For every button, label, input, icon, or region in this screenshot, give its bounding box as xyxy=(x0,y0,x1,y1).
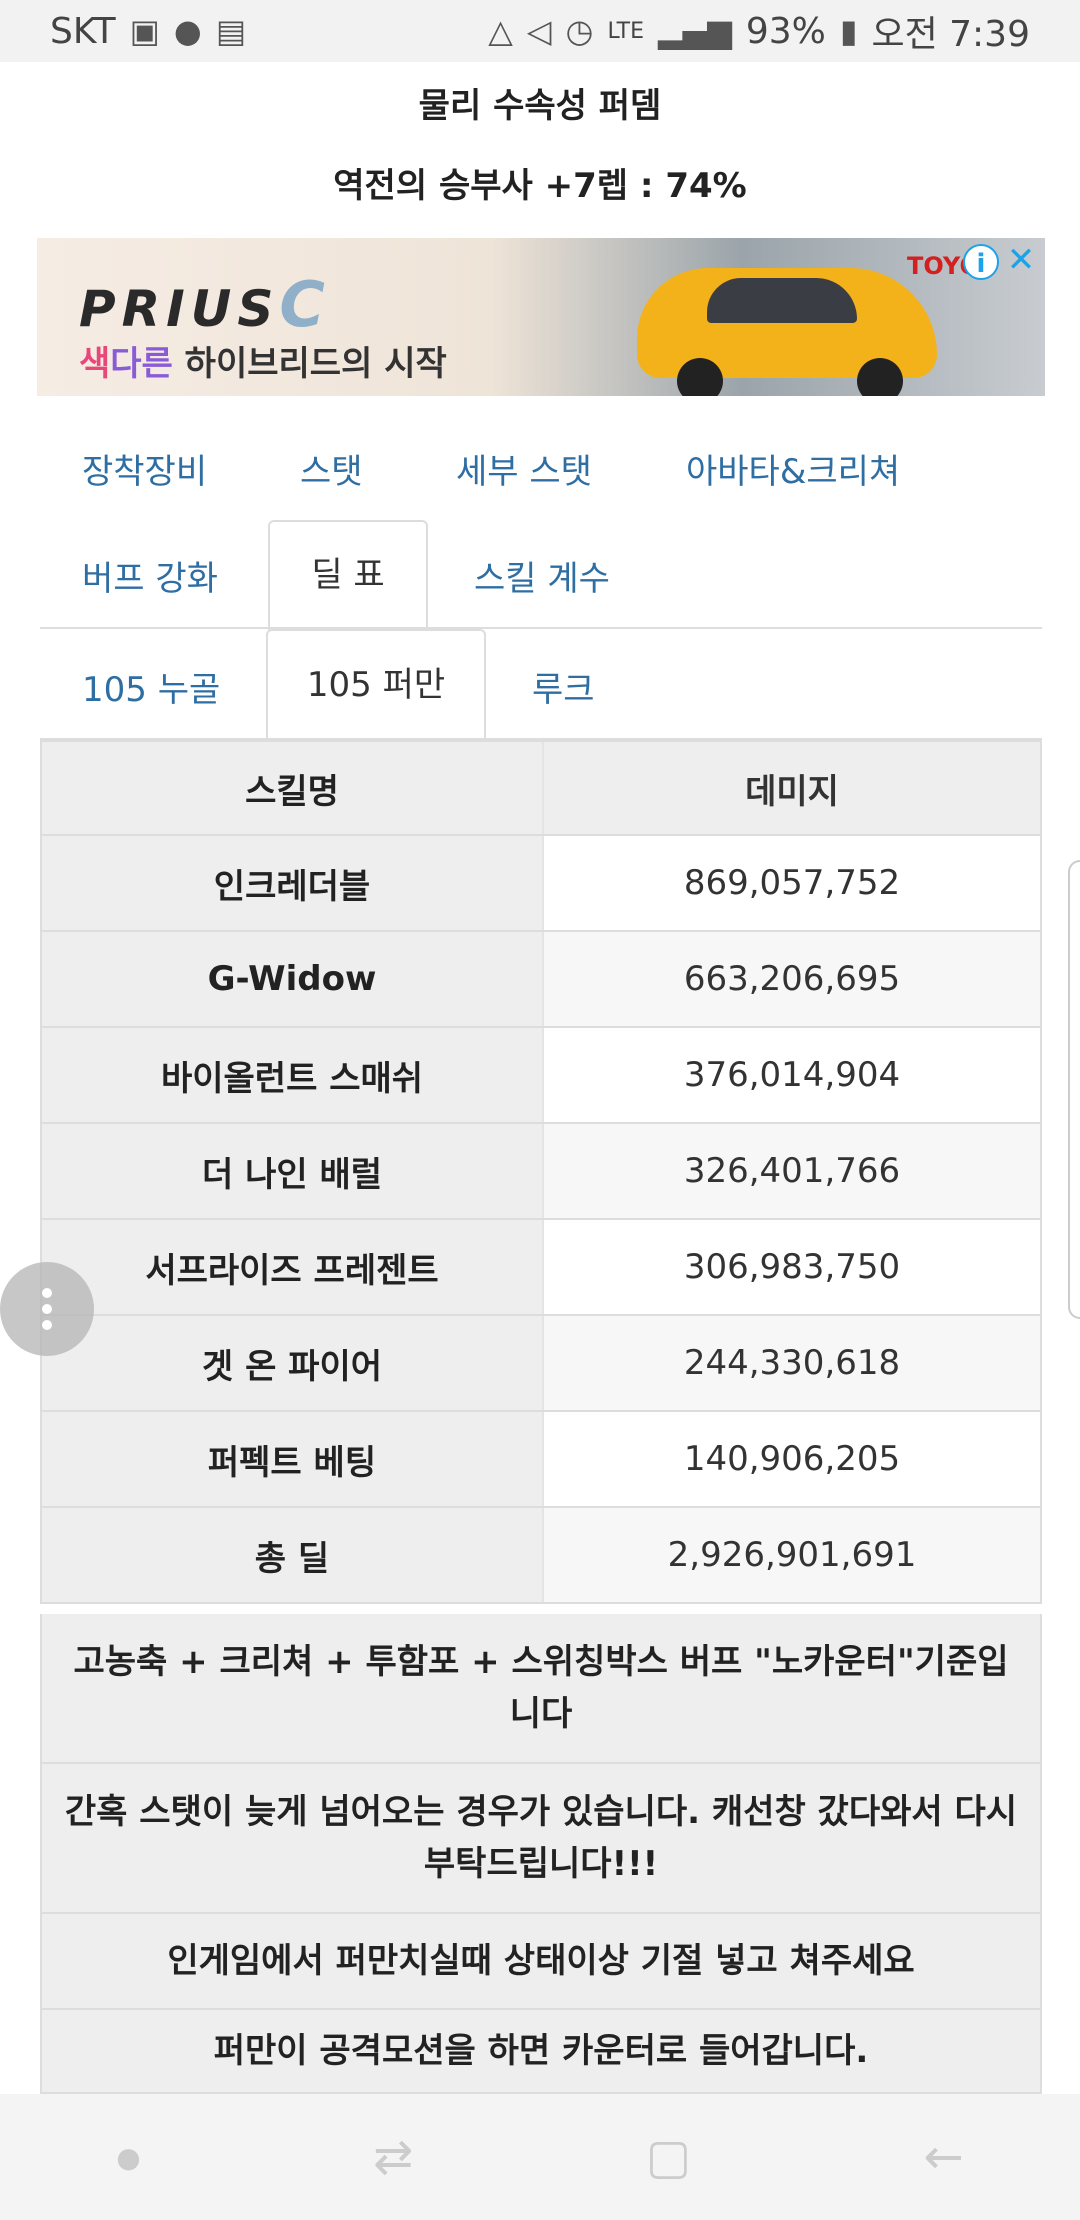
table-row: 더 나인 배럴 326,401,766 xyxy=(40,1124,1042,1220)
damage-table: 스킬명 데미지 인크레더블 869,057,752 G-Widow 663,20… xyxy=(40,740,1042,1604)
image-icon: ▣ xyxy=(129,12,160,50)
tab-luke[interactable]: 루크 xyxy=(532,670,595,710)
ad-tag-rest: 하이브리드의 시작 xyxy=(172,344,447,384)
table-row: 바이올런트 스매쉬 376,014,904 xyxy=(40,1028,1042,1124)
recent-apps-icon[interactable]: ⇄ xyxy=(373,2129,414,2185)
ad-car-image xyxy=(637,268,937,378)
ad-car-wheel xyxy=(677,358,723,396)
clock: 오전 7:39 xyxy=(871,14,1030,55)
note-stat-delay: 간혹 스탯이 늦게 넘어오는 경우가 있습니다. 캐선창 갔다와서 다시 부탁드… xyxy=(40,1764,1042,1914)
ad-car-wheel xyxy=(857,358,903,396)
character-subtitle: 역전의 승부사 +7렙 : 74% xyxy=(333,166,747,206)
ad-tag-purple: 다른 xyxy=(110,344,173,384)
menu-dot-icon xyxy=(42,1288,52,1298)
table-row-total: 총 딜 2,926,901,691 xyxy=(40,1508,1042,1604)
mute-icon: ◁ xyxy=(526,12,552,50)
note-stun-tip: 인게임에서 퍼만치실때 상태이상 기절 넣고 쳐주세요 xyxy=(40,1914,1042,2010)
alarm-icon: ◷ xyxy=(565,12,594,50)
battery-icon: ▮ xyxy=(839,12,858,50)
status-bar: SKT ▣ ● ▤ △ ◁ ◷ LTE ▂▄▆ 93% ▮ 오전 7:39 xyxy=(0,0,1080,62)
ad-close-icon[interactable]: ✕ xyxy=(1006,240,1036,280)
navigation-bar: ● ⇄ ▢ ← xyxy=(0,2094,1080,2220)
tab-105-nugol[interactable]: 105 누골 xyxy=(82,670,221,710)
table-row: G-Widow 663,206,695 xyxy=(40,932,1042,1028)
skill-name: 서프라이즈 프레젠트 xyxy=(42,1220,544,1314)
ad-tag-pink: 색 xyxy=(79,344,111,384)
ad-info-icon[interactable]: i xyxy=(963,244,999,280)
ad-banner[interactable]: PRIUSC 색다른 하이브리드의 시작 TOYO i ✕ xyxy=(37,238,1045,396)
back-icon[interactable]: ← xyxy=(923,2129,964,2185)
skill-name: 겟 온 파이어 xyxy=(42,1316,544,1410)
file-icon: ▤ xyxy=(215,12,247,50)
status-right: △ ◁ ◷ LTE ▂▄▆ 93% ▮ 오전 7:39 xyxy=(488,5,1030,57)
table-row: 퍼펙트 베팅 140,906,205 xyxy=(40,1412,1042,1508)
tab-equipment[interactable]: 장착장비 xyxy=(82,452,208,492)
header-skill-name: 스킬명 xyxy=(42,742,544,834)
skill-damage: 306,983,750 xyxy=(683,1247,901,1287)
total-label: 총 딜 xyxy=(42,1508,544,1602)
table-header: 스킬명 데미지 xyxy=(40,740,1042,836)
edge-panel-handle[interactable] xyxy=(1068,860,1080,1319)
skill-name: 더 나인 배럴 xyxy=(42,1124,544,1218)
menu-dot-icon xyxy=(42,1304,52,1314)
skill-damage: 326,401,766 xyxy=(544,1124,1040,1218)
note-counter-tip: 퍼만이 공격모션을 하면 카운터로 들어갑니다. xyxy=(40,2010,1042,2094)
ad-brand: PRIUSC xyxy=(79,268,331,341)
skill-damage: 376,014,904 xyxy=(683,1055,901,1095)
skill-damage: 663,206,695 xyxy=(544,932,1040,1026)
carrier-label: SKT xyxy=(50,10,116,52)
skill-name: 퍼펙트 베팅 xyxy=(42,1412,544,1506)
tab-buff-enhance[interactable]: 버프 강화 xyxy=(82,559,218,599)
ad-brand-suffix: C xyxy=(279,268,331,341)
recycle-icon: △ xyxy=(488,12,513,50)
ad-tagline: 색다른 하이브리드의 시작 xyxy=(79,336,447,385)
skill-name: G-Widow xyxy=(42,932,544,1026)
home-icon[interactable]: ▢ xyxy=(645,2129,692,2185)
total-damage: 2,926,901,691 xyxy=(544,1508,1040,1602)
tab-avatar-creature[interactable]: 아바타&크리쳐 xyxy=(686,452,901,492)
tab-skill-coefficient[interactable]: 스킬 계수 xyxy=(474,559,610,599)
table-row: 서프라이즈 프레젠트 306,983,750 xyxy=(40,1220,1042,1316)
tab-damage-table[interactable]: 딜 표 xyxy=(268,520,428,630)
tab-divider xyxy=(40,738,1042,740)
lte-icon: LTE xyxy=(607,18,645,44)
header-damage: 데미지 xyxy=(544,742,1040,834)
ad-brand-text: PRIUS xyxy=(79,280,280,338)
status-left: SKT ▣ ● ▤ xyxy=(50,11,246,52)
table-row: 인크레더블 869,057,752 xyxy=(40,836,1042,932)
skill-name: 바이올런트 스매쉬 xyxy=(42,1028,544,1122)
battery-percent: 93% xyxy=(745,10,826,52)
dot-icon[interactable]: ● xyxy=(116,2140,141,2174)
tab-stats[interactable]: 스탯 xyxy=(300,452,363,492)
skill-name: 인크레더블 xyxy=(42,836,544,930)
skill-damage: 869,057,752 xyxy=(683,863,901,903)
floating-menu-button[interactable] xyxy=(0,1262,94,1356)
signal-icon: ▂▄▆ xyxy=(658,12,732,50)
tab-divider xyxy=(40,627,1042,629)
talk-icon: ● xyxy=(173,12,202,50)
character-name: 물리 수속성 퍼뎀 xyxy=(418,86,662,126)
note-buff-basis: 고농축 + 크리쳐 + 투함포 + 스위칭박스 버프 "노카운터"기준입니다 xyxy=(40,1614,1042,1764)
tab-105-perman[interactable]: 105 퍼만 xyxy=(266,629,486,741)
skill-damage: 244,330,618 xyxy=(544,1316,1040,1410)
skill-damage: 140,906,205 xyxy=(683,1439,901,1479)
tab-detail-stats[interactable]: 세부 스탯 xyxy=(456,452,592,492)
table-row: 겟 온 파이어 244,330,618 xyxy=(40,1316,1042,1412)
menu-dot-icon xyxy=(42,1320,52,1330)
